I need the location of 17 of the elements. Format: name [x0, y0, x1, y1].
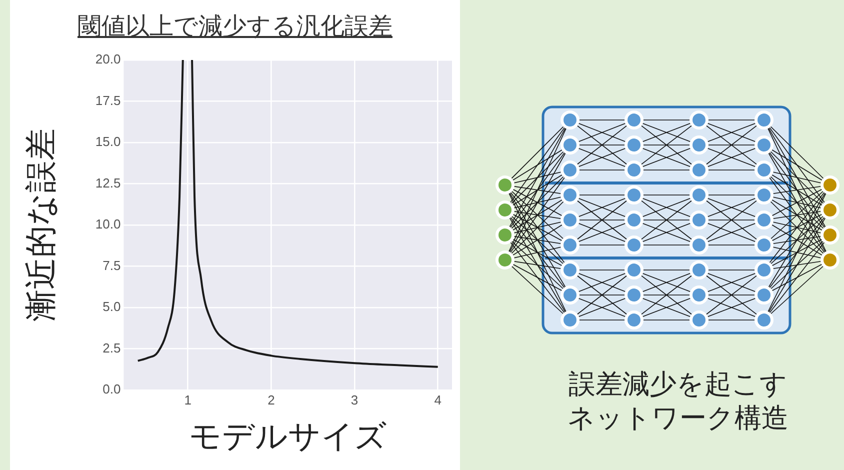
x-tick-label: 1: [184, 392, 192, 408]
chart-title: 閾値以上で減少する汎化誤差: [76, 11, 394, 42]
y-tick-label: 2.5: [102, 340, 121, 356]
y-axis-title: 漸近的な誤差: [22, 128, 60, 322]
y-tick-label: 5.0: [102, 299, 121, 314]
y-tick-label: 17.5: [95, 92, 121, 108]
y-tick-label: 10.0: [95, 216, 121, 232]
y-tick-label: 12.5: [95, 175, 121, 190]
y-tick-label: 0.0: [102, 382, 121, 397]
x-tick-label: 3: [350, 392, 358, 408]
y-tick-label: 15.0: [95, 134, 121, 150]
y-tick-label: 20.0: [95, 52, 121, 67]
x-axis-title: モデルサイズ: [188, 417, 387, 456]
text: 誤差減少を起こすネットワーク構造: [566, 368, 790, 436]
x-tick-label: 2: [268, 392, 275, 408]
x-tick-label: 4: [434, 392, 442, 408]
y-tick-label: 7.5: [102, 258, 121, 273]
